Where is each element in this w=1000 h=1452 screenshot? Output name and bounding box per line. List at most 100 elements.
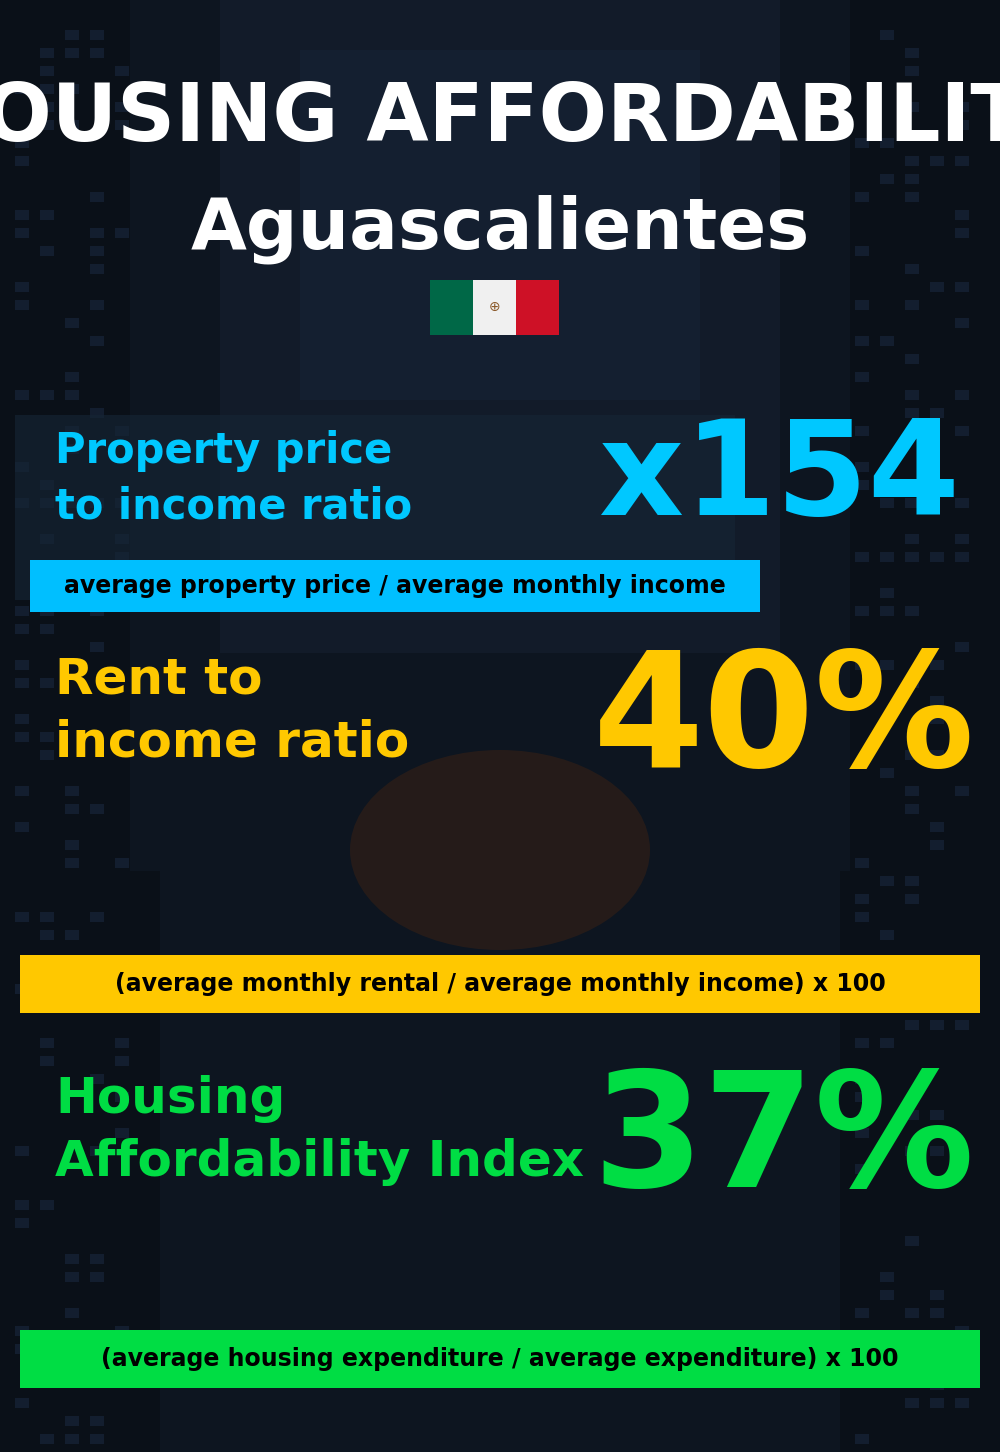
Bar [930,1146,944,1156]
Bar [90,1236,104,1246]
Bar [65,30,79,41]
Bar [855,301,869,309]
Bar [15,408,29,418]
Bar [855,425,869,436]
Bar [855,661,869,669]
Bar [220,0,780,653]
Bar [855,408,869,418]
Bar [905,858,919,868]
Bar [65,1416,79,1426]
Bar [855,732,869,742]
Bar [300,49,700,399]
Bar [40,768,54,778]
Bar [15,966,29,976]
Bar [955,1289,969,1300]
Bar [15,1146,29,1156]
Bar [930,1255,944,1265]
Bar [855,335,869,346]
Bar [855,571,869,579]
Bar [90,929,104,939]
Bar [955,1416,969,1426]
Bar [115,768,129,778]
Bar [855,929,869,939]
Bar [65,318,79,328]
Bar [65,732,79,742]
Bar [930,245,944,256]
Bar [880,948,894,958]
Bar [880,1398,894,1408]
Bar [955,1435,969,1443]
Bar [955,84,969,94]
Bar [115,1038,129,1048]
Bar [955,661,969,669]
Bar [90,714,104,725]
Bar [90,84,104,94]
Bar [930,48,944,58]
Text: Rent to
income ratio: Rent to income ratio [55,655,409,767]
Bar [90,1379,104,1390]
Bar [0,0,160,1452]
Bar [855,282,869,292]
Bar [930,282,944,292]
Bar [955,804,969,815]
Bar [90,408,104,418]
Bar [65,605,79,616]
Bar [15,876,29,886]
Text: 37%: 37% [593,1064,975,1220]
Bar [880,966,894,976]
Bar [40,624,54,635]
Text: HOUSING AFFORDABILITY: HOUSING AFFORDABILITY [0,80,1000,158]
Bar [855,462,869,472]
Bar [880,1236,894,1246]
Bar [930,1272,944,1282]
Bar [930,1289,944,1300]
Bar [65,751,79,759]
Bar [855,552,869,562]
Bar [855,264,869,274]
Bar [855,138,869,148]
Bar [40,301,54,309]
Bar [90,1092,104,1102]
Bar [905,1362,919,1372]
Bar [905,768,919,778]
Bar [855,966,869,976]
Bar [40,841,54,849]
Bar [516,280,559,335]
Bar [40,876,54,886]
Bar [90,841,104,849]
Bar [905,804,919,815]
Bar [905,841,919,849]
Bar [65,515,79,526]
Bar [880,372,894,382]
Bar [955,1146,969,1156]
Bar [880,1019,894,1029]
Bar [955,1019,969,1029]
Bar [430,280,473,335]
Bar [90,481,104,489]
Bar [955,372,969,382]
Bar [930,605,944,616]
Bar [905,1308,919,1318]
Bar [15,391,29,399]
Bar [90,354,104,364]
Bar [955,1345,969,1355]
Bar [855,1236,869,1246]
Bar [930,1308,944,1318]
Bar [40,534,54,544]
Bar [65,1398,79,1408]
Bar [880,211,894,221]
Bar [930,1128,944,1138]
Bar [905,624,919,635]
Bar [905,1379,919,1390]
Bar [880,1345,894,1355]
Bar [880,678,894,688]
Bar [930,65,944,76]
Bar [880,912,894,922]
Bar [880,1289,894,1300]
Text: Property price
to income ratio: Property price to income ratio [55,430,412,527]
Bar [880,714,894,725]
Bar [955,822,969,832]
Bar [855,751,869,759]
Bar [905,1056,919,1066]
Bar [855,318,869,328]
